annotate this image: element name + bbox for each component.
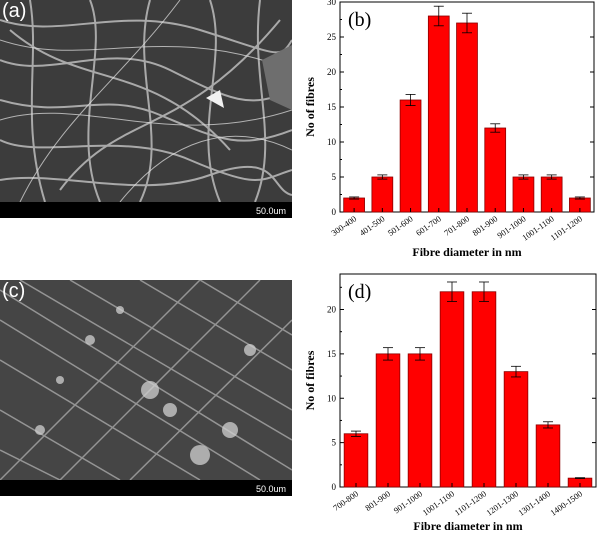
bar-501-600 (399, 99, 422, 213)
x-tick-label: 801-900 (363, 488, 392, 512)
bar-901-1000 (512, 176, 535, 213)
y-tick-label: 20 (327, 67, 337, 77)
y-tick-label: 10 (327, 137, 337, 147)
panel-label-a: (a) (2, 0, 27, 22)
x-tick-label: 901-1000 (392, 488, 424, 515)
sem-image-c: (c) 50.0um (0, 280, 292, 496)
x-tick-label: 601-700 (414, 213, 443, 237)
panel-label-c: (c) (2, 280, 26, 302)
x-tick-label: 1301-1400 (516, 488, 552, 517)
sem-particle (262, 45, 292, 110)
y-tick-label: 30 (327, 0, 337, 7)
y-axis-label: No of fibres (303, 350, 317, 410)
bar-1001-1100 (540, 176, 563, 213)
histogram-b: 0 5 10 15 20 25 30 300-400 401-500 501-600 601-700… (303, 0, 595, 259)
bar-1001-1100 (439, 291, 465, 488)
bar-1201-1300 (503, 371, 529, 488)
x-tick-label: 501-600 (386, 213, 415, 237)
sem-image-a: (a) 50.0um (0, 0, 292, 218)
x-tick-label: 1101-1200 (452, 488, 488, 517)
x-tick-label: 300-400 (329, 213, 358, 237)
x-tick-label: 401-500 (358, 213, 387, 237)
sem-scalebar-c: 50.0um (0, 480, 292, 496)
y-tick-label: 15 (327, 102, 337, 112)
x-axis-label: Fibre diameter in nm (412, 245, 521, 259)
bar-901-1000 (407, 353, 433, 488)
chart-panel-label: (d) (348, 281, 371, 303)
y-tick-label: 10 (327, 393, 337, 403)
sem-fibre-texture-a (0, 0, 292, 202)
x-tick-label: 1201-1300 (484, 488, 520, 517)
bar-1101-1200 (471, 291, 497, 488)
x-tick-label: 801-900 (470, 213, 499, 237)
bar-801-900 (375, 353, 401, 488)
sem-fibre-texture-c (0, 280, 292, 480)
y-tick-label: 0 (332, 207, 337, 217)
chart-panel-label: (b) (348, 9, 371, 31)
sem-bright-fleck (206, 90, 224, 108)
plot-frame (339, 273, 597, 488)
bar-700-800 (343, 433, 369, 488)
x-tick-label: 701-800 (442, 213, 471, 237)
y-tick-label: 15 (327, 349, 337, 359)
bar-601-700 (427, 15, 450, 213)
scale-label-c: 50.0um (255, 484, 286, 494)
bar-701-800 (456, 22, 478, 213)
y-tick-label: 20 (327, 305, 337, 315)
sem-scalebar-a: 50.0um (0, 202, 292, 218)
bar-801-900 (484, 127, 507, 213)
y-tick-label: 0 (332, 482, 337, 492)
y-tick-label: 5 (332, 438, 337, 448)
y-tick-label: 25 (327, 32, 337, 42)
scale-label-a: 50.0um (255, 206, 286, 216)
x-tick-label: 1001-1100 (420, 488, 456, 517)
x-axis-label: Fibre diameter in nm (413, 519, 522, 533)
bar-401-500 (371, 176, 394, 213)
bar-1301-1400 (535, 424, 561, 488)
y-tick-label: 5 (332, 172, 337, 182)
y-axis-label: No of fibres (303, 77, 317, 137)
x-tick-label: 1400-1500 (548, 488, 584, 517)
x-tick-label: 1101-1200 (548, 213, 584, 242)
x-tick-label: 700-800 (331, 488, 360, 512)
